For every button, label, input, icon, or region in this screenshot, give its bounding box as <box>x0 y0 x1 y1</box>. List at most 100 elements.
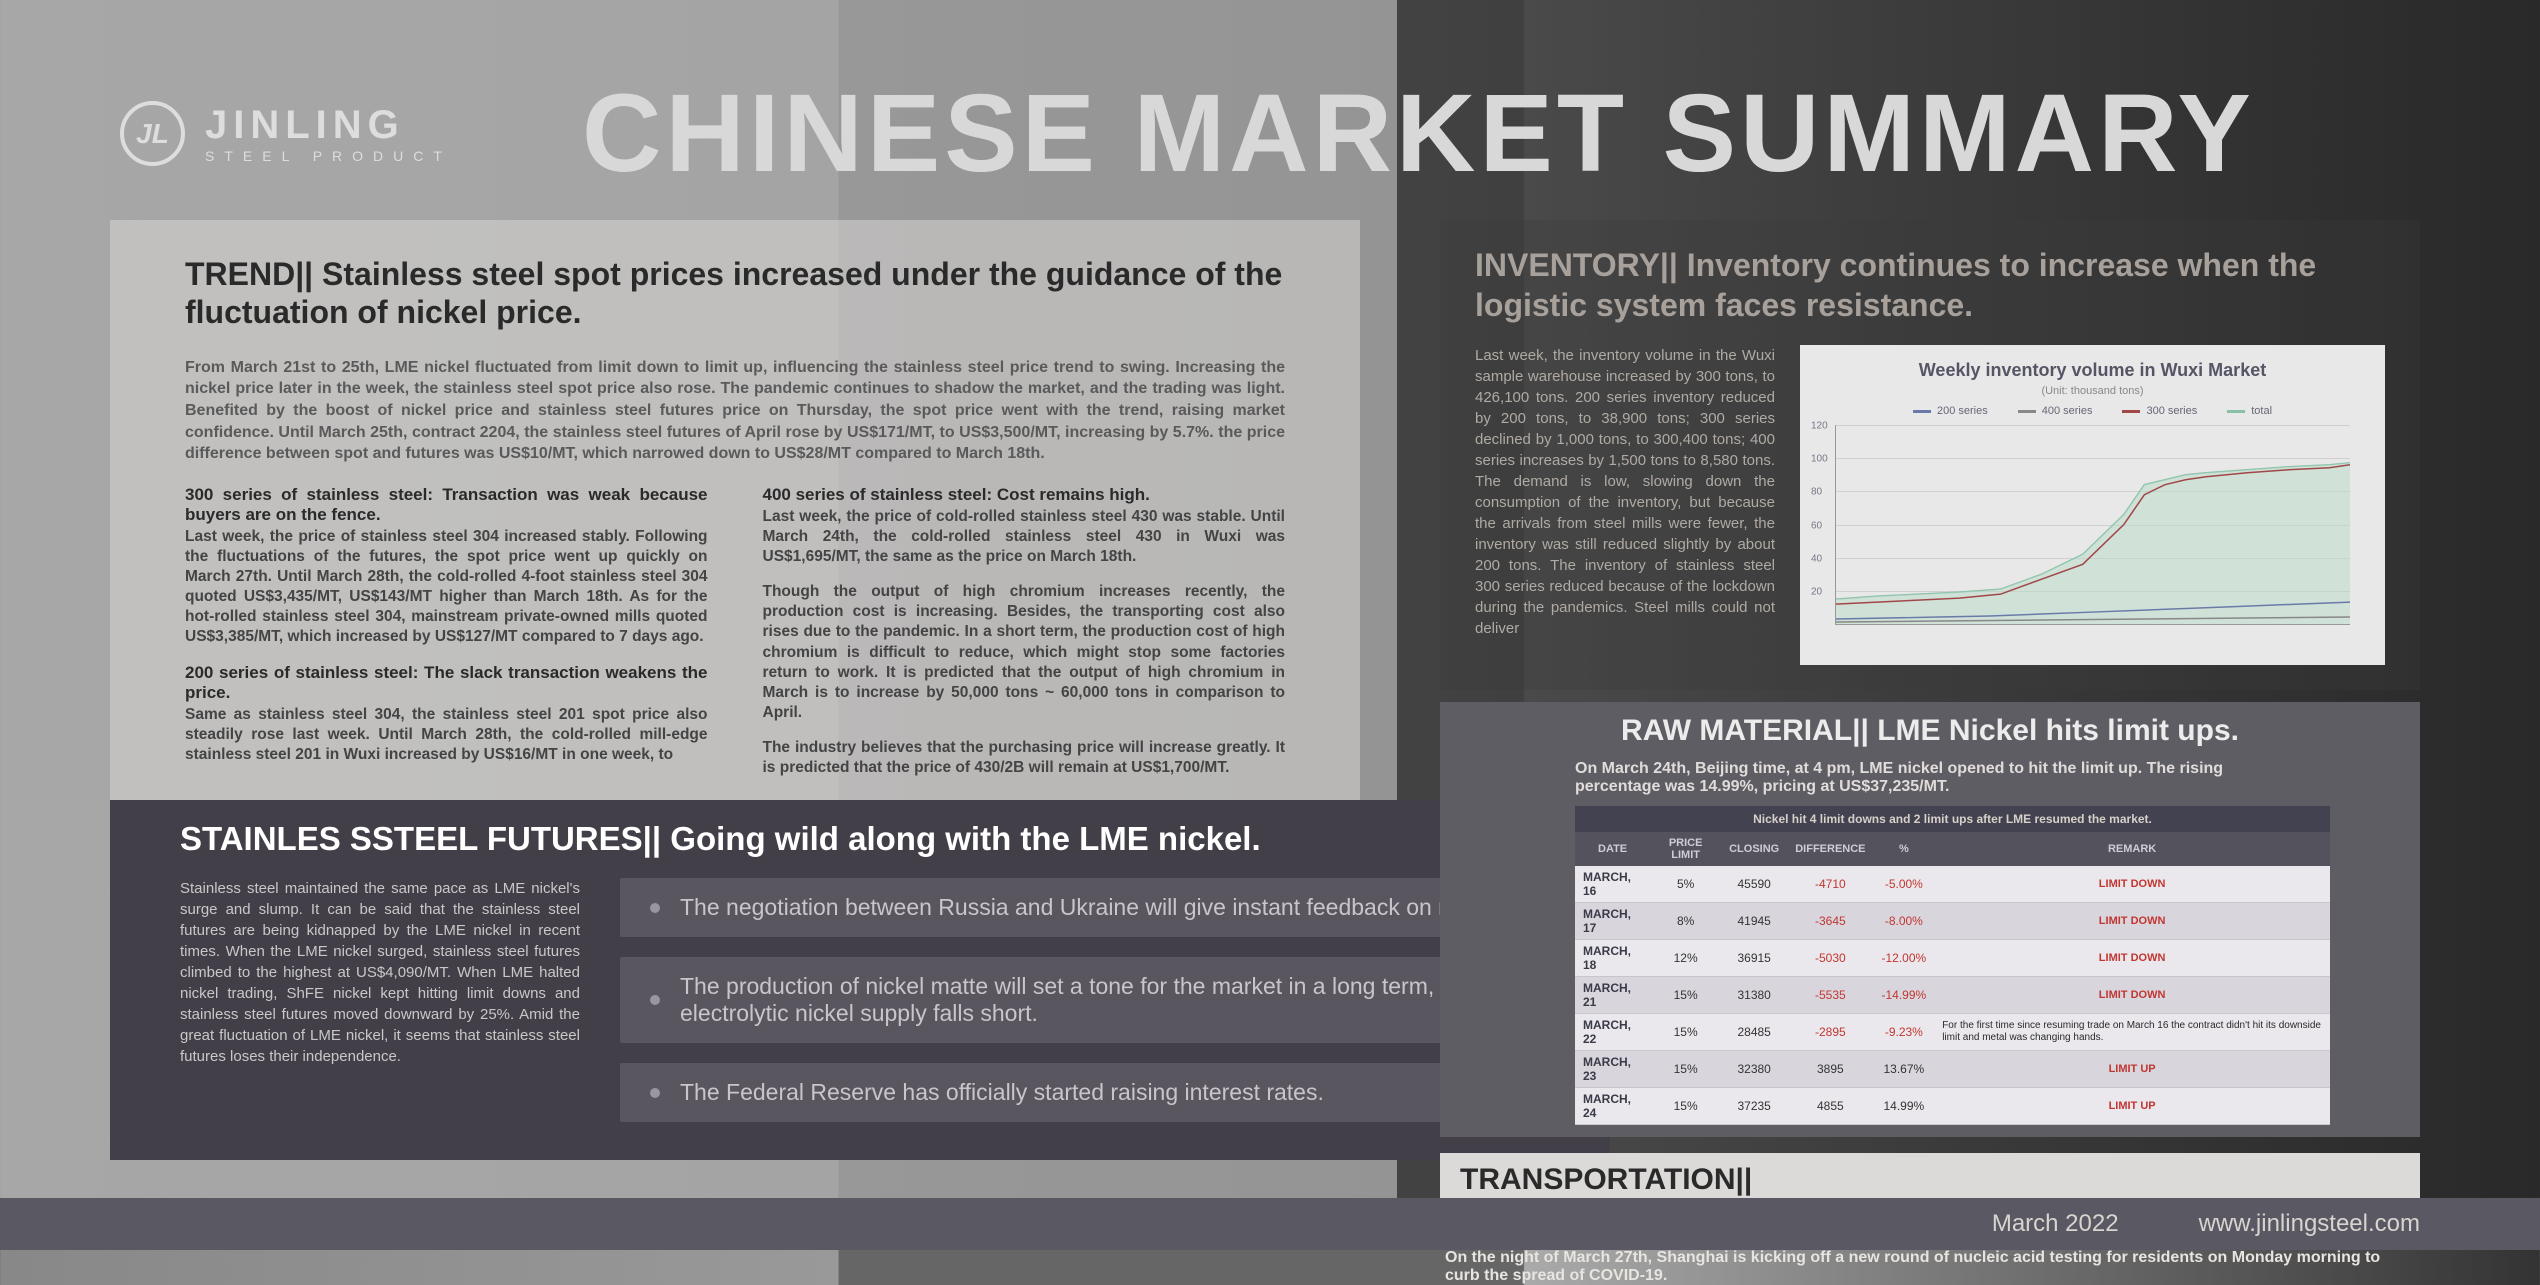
footer-url: www.jinlingsteel.com <box>2199 1210 2420 1238</box>
table-row: MARCH, 2215%28485-2895-9.23%For the firs… <box>1575 1014 2330 1051</box>
right-panel: INVENTORY|| Inventory continues to incre… <box>1440 220 2420 1285</box>
legend-item: 400 series <box>2018 405 2093 417</box>
table-cell: 15% <box>1650 1088 1721 1125</box>
legend-label: total <box>2251 405 2272 417</box>
table-header: PRICE LIMIT <box>1650 832 1721 866</box>
table-cell: -5.00% <box>1874 866 1935 903</box>
trend-columns: 300 series of stainless steel: Transacti… <box>185 485 1285 794</box>
trend-col-left: 300 series of stainless steel: Transacti… <box>185 485 708 794</box>
legend-label: 200 series <box>1937 405 1988 417</box>
table-row: MARCH, 178%41945-3645-8.00%LIMIT DOWN <box>1575 903 2330 940</box>
series-400-body1: Last week, the price of cold-rolled stai… <box>763 507 1286 567</box>
bullet-dot-icon <box>650 903 660 913</box>
futures-bullets: The negotiation between Russia and Ukrai… <box>620 878 1550 1122</box>
table-cell: -5030 <box>1787 940 1873 977</box>
trend-section: TREND|| Stainless steel spot prices incr… <box>110 220 1360 800</box>
inventory-text: Last week, the inventory volume in the W… <box>1475 345 1775 665</box>
table-row: MARCH, 2115%31380-5535-14.99%LIMIT DOWN <box>1575 977 2330 1014</box>
table-header: % <box>1874 832 1935 866</box>
futures-text: Stainless steel maintained the same pace… <box>180 878 580 1122</box>
chart-plot-area: 120 100 80 60 40 20 <box>1835 425 2350 625</box>
logo: JL JINLING STEEL PRODUCT <box>120 101 452 166</box>
table-cell: 15% <box>1650 1014 1721 1051</box>
table-cell: 4855 <box>1787 1088 1873 1125</box>
table-header: REMARK <box>1934 832 2330 866</box>
table-cell: 37235 <box>1721 1088 1787 1125</box>
table-cell: 15% <box>1650 1051 1721 1088</box>
bullet-text: The Federal Reserve has officially start… <box>680 1079 1324 1106</box>
transportation-text: On the night of March 27th, Shanghai is … <box>1440 1249 2420 1285</box>
chart-title: Weekly inventory volume in Wuxi Market <box>1815 360 2370 381</box>
raw-material-title: RAW MATERIAL|| LME Nickel hits limit ups… <box>1470 714 2390 748</box>
table-cell: 28485 <box>1721 1014 1787 1051</box>
table-cell: 12% <box>1650 940 1721 977</box>
logo-subtitle: STEEL PRODUCT <box>205 148 452 164</box>
series-300-heading: 300 series of stainless steel: Transacti… <box>185 485 708 525</box>
nickel-table: Nickel hit 4 limit downs and 2 limit ups… <box>1575 806 2330 1125</box>
table-caption: Nickel hit 4 limit downs and 2 limit ups… <box>1575 806 2330 832</box>
table-cell: MARCH, 16 <box>1575 866 1650 903</box>
trend-title: TREND|| Stainless steel spot prices incr… <box>185 255 1285 332</box>
logo-name: JINLING <box>205 103 452 148</box>
inventory-section: INVENTORY|| Inventory continues to incre… <box>1440 220 2420 690</box>
table-cell: -8.00% <box>1874 903 1935 940</box>
table-row: MARCH, 1812%36915-5030-12.00%LIMIT DOWN <box>1575 940 2330 977</box>
page-title: CHINESE MARKET SUMMARY <box>582 70 2255 197</box>
footer: March 2022 www.jinlingsteel.com <box>0 1198 2540 1250</box>
logo-icon: JL <box>120 101 185 166</box>
table-cell: 8% <box>1650 903 1721 940</box>
table-cell: LIMIT UP <box>1934 1051 2330 1088</box>
bullet-dot-icon <box>650 995 660 1005</box>
futures-content: Stainless steel maintained the same pace… <box>180 878 1550 1122</box>
bullet-dot-icon <box>650 1088 660 1098</box>
table-cell: 41945 <box>1721 903 1787 940</box>
series-400-heading: 400 series of stainless steel: Cost rema… <box>763 485 1286 505</box>
footer-date: March 2022 <box>1992 1210 2119 1238</box>
table-cell: 32380 <box>1721 1051 1787 1088</box>
trend-intro: From March 21st to 25th, LME nickel fluc… <box>185 357 1285 465</box>
table-row: MARCH, 2315%32380389513.67%LIMIT UP <box>1575 1051 2330 1088</box>
inventory-content: Last week, the inventory volume in the W… <box>1475 345 2385 665</box>
bullet-text: The production of nickel matte will set … <box>680 973 1520 1027</box>
futures-title: STAINLES SSTEEL FUTURES|| Going wild alo… <box>180 820 1550 858</box>
chart-legend: 200 series 400 series 300 series total <box>1815 405 2370 417</box>
legend-label: 400 series <box>2042 405 2093 417</box>
table-cell: LIMIT DOWN <box>1934 903 2330 940</box>
table-cell: For the first time since resuming trade … <box>1934 1014 2330 1051</box>
transportation-title-l1: TRANSPORTATION|| <box>1460 1163 2400 1196</box>
table-row: MARCH, 165%45590-4710-5.00%LIMIT DOWN <box>1575 866 2330 903</box>
table-cell: MARCH, 21 <box>1575 977 1650 1014</box>
table-cell: -4710 <box>1787 866 1873 903</box>
series-400-body2: Though the output of high chromium incre… <box>763 582 1286 723</box>
table-cell: 14.99% <box>1874 1088 1935 1125</box>
table-cell: MARCH, 18 <box>1575 940 1650 977</box>
legend-item: 200 series <box>1913 405 1988 417</box>
futures-section: STAINLES SSTEEL FUTURES|| Going wild alo… <box>110 800 1610 1160</box>
series-300-body: Last week, the price of stainless steel … <box>185 527 708 648</box>
table-cell: MARCH, 22 <box>1575 1014 1650 1051</box>
table-cell: LIMIT DOWN <box>1934 977 2330 1014</box>
table-header: CLOSING <box>1721 832 1787 866</box>
series-200-heading: 200 series of stainless steel: The slack… <box>185 663 708 703</box>
legend-item: 300 series <box>2122 405 2197 417</box>
inventory-chart: Weekly inventory volume in Wuxi Market (… <box>1800 345 2385 665</box>
table-cell: 15% <box>1650 977 1721 1014</box>
raw-material-section: RAW MATERIAL|| LME Nickel hits limit ups… <box>1440 702 2420 1137</box>
series-200-body: Same as stainless steel 304, the stainle… <box>185 705 708 765</box>
table-cell: 5% <box>1650 866 1721 903</box>
table-cell: 45590 <box>1721 866 1787 903</box>
trend-col-right: 400 series of stainless steel: Cost rema… <box>763 485 1286 794</box>
table-cell: 13.67% <box>1874 1051 1935 1088</box>
logo-text: JINLING STEEL PRODUCT <box>205 103 452 164</box>
table-cell: 3895 <box>1787 1051 1873 1088</box>
table-cell: LIMIT DOWN <box>1934 866 2330 903</box>
legend-item: total <box>2227 405 2272 417</box>
table-cell: -12.00% <box>1874 940 1935 977</box>
table-cell: -14.99% <box>1874 977 1935 1014</box>
table-cell: -3645 <box>1787 903 1873 940</box>
bullet-item: The Federal Reserve has officially start… <box>620 1063 1550 1122</box>
inventory-title: INVENTORY|| Inventory continues to incre… <box>1475 245 2385 325</box>
bullet-item: The production of nickel matte will set … <box>620 957 1550 1043</box>
bullet-text: The negotiation between Russia and Ukrai… <box>680 894 1503 921</box>
legend-label: 300 series <box>2146 405 2197 417</box>
